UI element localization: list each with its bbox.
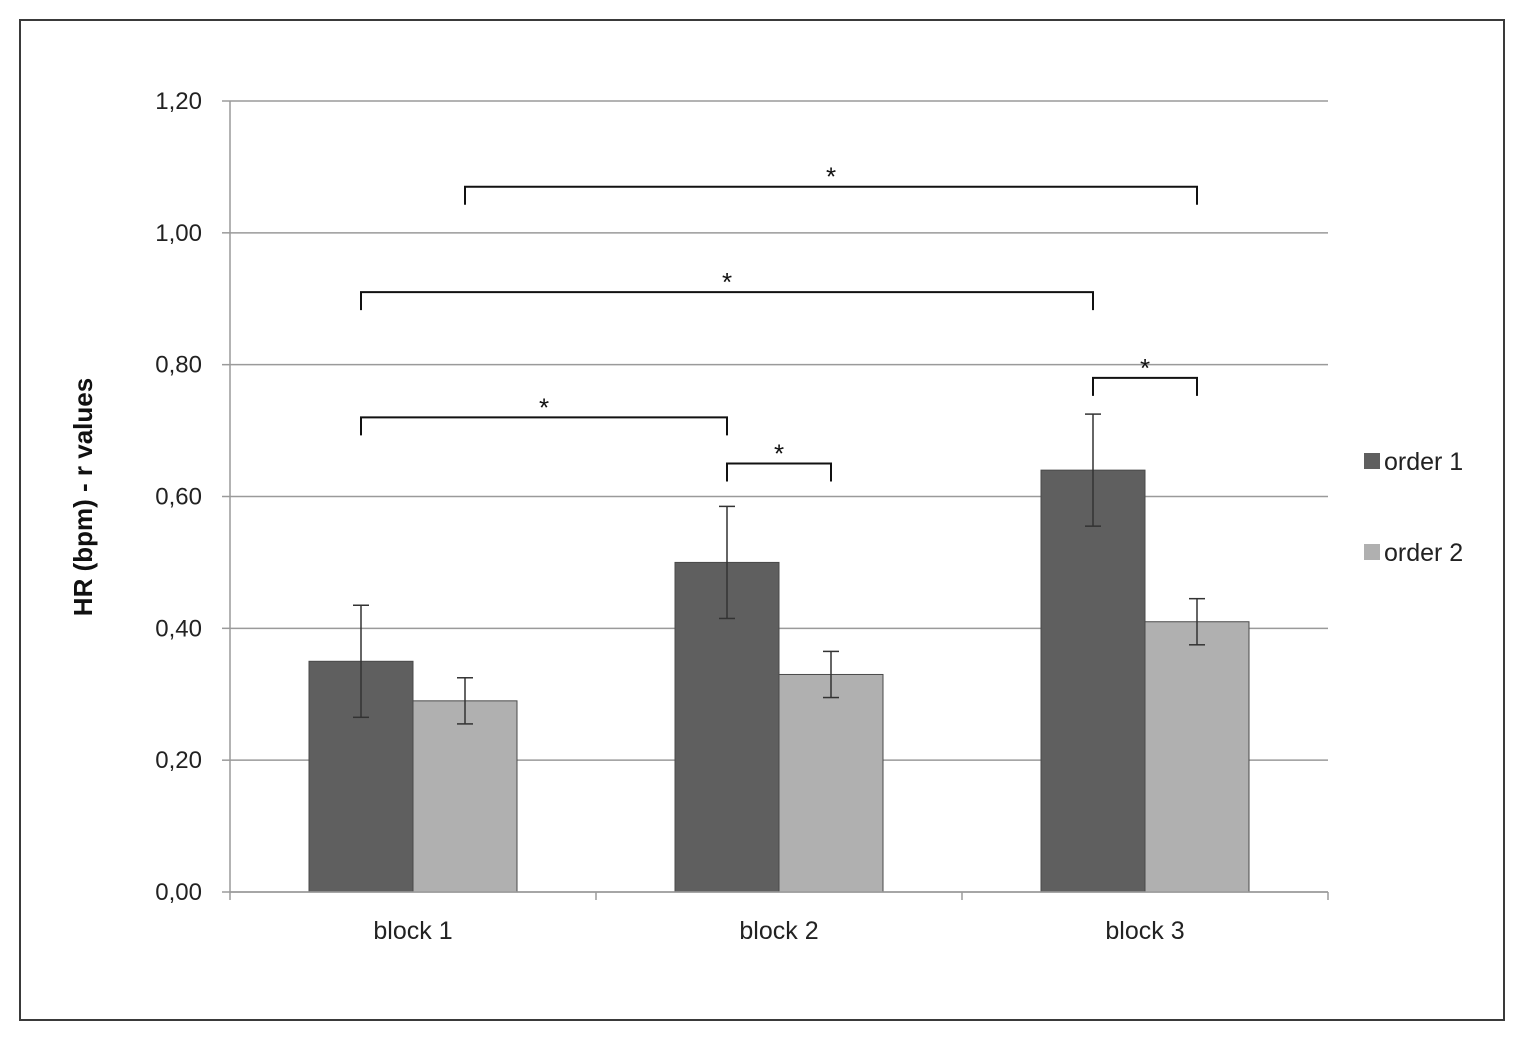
x-tick-label: block 3 bbox=[1105, 917, 1184, 945]
y-tick-label: 0,80 bbox=[155, 352, 202, 379]
x-tick-label: block 1 bbox=[373, 917, 452, 945]
significance-bracket bbox=[360, 416, 728, 436]
significance-bracket bbox=[726, 462, 832, 482]
significance-bracket bbox=[360, 291, 1094, 311]
bar-order-2-block-1 bbox=[412, 700, 518, 893]
legend-swatch bbox=[1364, 544, 1380, 560]
legend-swatch bbox=[1364, 453, 1380, 469]
bar-order-2-block-3 bbox=[1144, 621, 1250, 893]
significance-star: * bbox=[539, 392, 549, 422]
axes: 0,00 0,20 0,40 0,60 0,80 1,00 1,20 block 1 block… bbox=[155, 88, 1329, 945]
significance-star: * bbox=[774, 439, 784, 469]
y-tick-label: 0,60 bbox=[155, 484, 202, 511]
x-tick-label: block 2 bbox=[739, 917, 818, 945]
legend-label: order 2 bbox=[1384, 539, 1463, 567]
significance-bracket bbox=[464, 185, 1198, 205]
significance-star: * bbox=[722, 267, 732, 297]
y-tick-label: 0,20 bbox=[155, 747, 202, 774]
significance-star: * bbox=[1140, 353, 1150, 383]
legend: order 1 order 2 bbox=[1364, 448, 1463, 567]
significance-bracket bbox=[1092, 376, 1198, 396]
y-axis-title: HR (bpm) - r values bbox=[68, 378, 98, 616]
y-tick-label: 0,00 bbox=[155, 879, 202, 906]
y-tick-label: 1,00 bbox=[155, 220, 202, 247]
chart-frame bbox=[19, 19, 1505, 1021]
y-tick-label: 1,20 bbox=[155, 88, 202, 115]
error-bars bbox=[353, 413, 1205, 725]
significance-brackets: * * * * * bbox=[360, 162, 1198, 482]
y-tick-label: 0,40 bbox=[155, 615, 202, 642]
bar-order-2-block-2 bbox=[778, 673, 884, 893]
bars bbox=[308, 469, 1250, 893]
significance-star: * bbox=[826, 162, 836, 192]
bar-order-1-block-3 bbox=[1040, 469, 1146, 893]
legend-label: order 1 bbox=[1384, 448, 1463, 476]
